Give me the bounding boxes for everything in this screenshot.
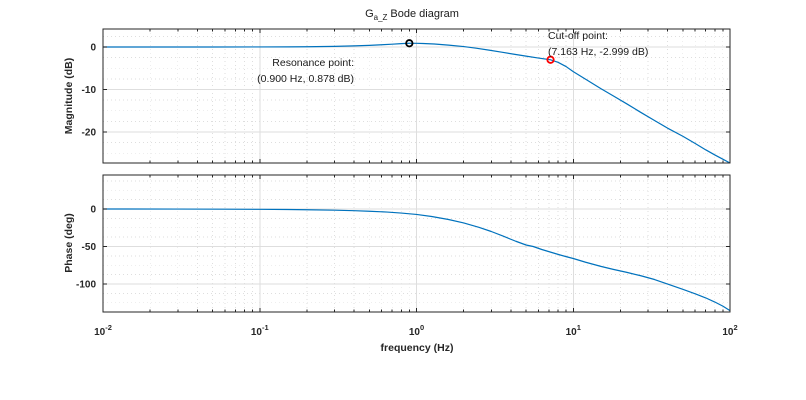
resonance-point-marker[interactable] [405, 39, 414, 48]
magnitude-box-and-ticks [102, 28, 731, 164]
x-axis-label: frequency (Hz) [381, 342, 454, 354]
magnitude-y-tick-label: 0 [90, 43, 96, 54]
resonance-annotation-line1: Resonance point: [272, 57, 354, 69]
figure-title: Ga_Z Bode diagram [365, 8, 459, 22]
title-suffix: Bode diagram [390, 8, 459, 20]
magnitude-response-curve[interactable] [103, 42, 731, 164]
resonance-annotation-line2: (0.900 Hz, 0.878 dB) [257, 73, 354, 85]
title-subscript: a_Z [374, 13, 388, 22]
phase-y-tick-label: 0 [90, 204, 96, 215]
phase-minor-grid [103, 175, 730, 312]
phase-y-tick-label: -100 [76, 280, 96, 291]
phase-axes: 0 -50 -100 10-2 10-1 100 101 102 [76, 174, 738, 338]
x-tick-label: 100 [409, 323, 424, 338]
phase-ylabel: Phase (deg) [63, 213, 75, 273]
x-tick-label: 101 [566, 323, 581, 338]
x-tick-label: 10-1 [251, 323, 269, 338]
phase-box-and-ticks [102, 174, 731, 313]
x-tick-label: 102 [722, 323, 737, 338]
cutoff-annotation-line1: Cut-off point: [548, 30, 608, 42]
cutoff-annotation-line2: (7.163 Hz, -2.999 dB) [548, 46, 648, 58]
magnitude-ylabel: Magnitude (dB) [63, 58, 75, 134]
magnitude-y-tick-label: -20 [82, 127, 97, 138]
magnitude-axes: 0 -10 -20 [82, 28, 731, 164]
cutoff-point-marker[interactable] [546, 55, 555, 64]
title-prefix: G [365, 8, 374, 20]
magnitude-minor-grid [103, 29, 730, 163]
phase-response-curve[interactable] [102, 208, 731, 312]
magnitude-y-tick-label: -10 [82, 85, 97, 96]
x-tick-label: 10-2 [94, 323, 112, 338]
phase-y-tick-label: -50 [82, 242, 97, 253]
